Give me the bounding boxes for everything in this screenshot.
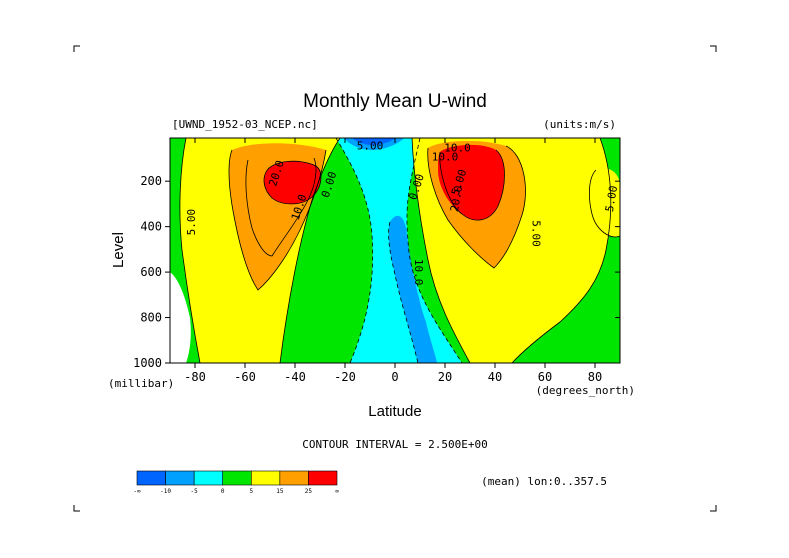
x-tick-label: 60 xyxy=(538,370,552,384)
sh-region-above-25 xyxy=(264,161,321,204)
colorbar-label: -10 xyxy=(160,488,171,495)
x-tick-label: -20 xyxy=(334,370,356,384)
nh-region-above-25 xyxy=(438,144,505,221)
x-axis-title: Latitude xyxy=(368,403,421,420)
contour-label: 20.0 xyxy=(448,185,465,213)
contour-label: 5.00 xyxy=(530,220,543,247)
y-unit-label: (millibar) xyxy=(108,377,174,390)
colorbar-label: 5 xyxy=(249,488,253,495)
colorbar-swatch xyxy=(136,470,166,486)
contour-label: 5.00 xyxy=(185,209,198,236)
high-lat-nh-yellow-patch xyxy=(589,168,620,237)
y-axis: 200 400 600 800 1000 xyxy=(133,174,620,370)
colorbar: -∞ -10 -5 0 5 15 25 ∞ xyxy=(133,470,339,495)
filled-contours xyxy=(170,138,620,363)
colorbar-label: 0 xyxy=(221,488,225,495)
dataset-label: [UWND_1952-03_NCEP.nc] xyxy=(172,118,318,131)
contour-label: 10.0 xyxy=(412,259,425,286)
colorbar-swatch xyxy=(165,470,195,486)
contour-interval-text: CONTOUR INTERVAL = 2.500E+00 xyxy=(302,438,487,451)
y-tick-label: 1000 xyxy=(133,356,162,370)
colorbar-swatch xyxy=(308,470,338,486)
y-tick-label: 400 xyxy=(140,220,162,234)
antarctic-surface-patch xyxy=(170,272,191,363)
colorbar-swatch xyxy=(193,470,224,486)
y-tick-label: 800 xyxy=(140,311,162,325)
contour-label: 5.00 xyxy=(357,139,384,152)
x-tick-label: 80 xyxy=(588,370,602,384)
contour-lines xyxy=(179,138,620,363)
colorbar-label: -∞ xyxy=(133,488,141,495)
colorbar-label: 25 xyxy=(305,488,313,495)
colorbar-swatch xyxy=(222,470,252,486)
x-tick-label: -40 xyxy=(284,370,306,384)
units-label: (units:m/s) xyxy=(543,118,616,131)
region-neg10-to-neg5-mid xyxy=(388,215,437,363)
page-corner-marks xyxy=(73,45,717,512)
contour-label: 5.00 xyxy=(603,185,620,213)
y-axis-title: Level xyxy=(110,232,127,268)
colorbar-swatch xyxy=(279,470,309,486)
region-below-neg10 xyxy=(352,138,396,145)
colorbar-label: 15 xyxy=(276,488,284,495)
x-tick-label: 20 xyxy=(438,370,452,384)
y-tick-label: 600 xyxy=(140,265,162,279)
x-tick-label: -60 xyxy=(234,370,256,384)
x-tick-label: -80 xyxy=(184,370,206,384)
footer-mean-text: (mean) lon:0..357.5 xyxy=(481,475,607,488)
colorbar-label: -5 xyxy=(191,488,199,495)
x-axis: -80 -60 -40 -20 0 20 40 60 80 xyxy=(184,138,602,384)
x-tick-label: 40 xyxy=(488,370,502,384)
y-tick-label: 200 xyxy=(140,174,162,188)
colorbar-swatch xyxy=(250,470,281,486)
chart-title: Monthly Mean U-wind xyxy=(303,91,487,112)
x-unit-label: (degrees_north) xyxy=(536,384,635,397)
x-tick-label: 0 xyxy=(391,370,398,384)
colorbar-label: ∞ xyxy=(335,488,339,495)
contour-label: 10.0 xyxy=(432,151,459,164)
contour-label: 10.0 xyxy=(444,142,471,155)
dashed-contour-lines xyxy=(335,138,463,363)
